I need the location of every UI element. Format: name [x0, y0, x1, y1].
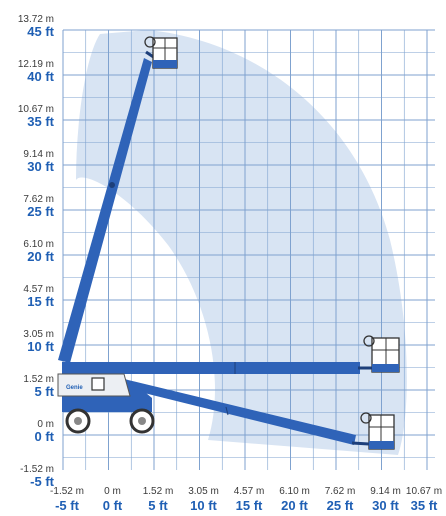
x-tick-label-feet: 5 ft: [148, 498, 168, 513]
y-tick-label-meters: 12.19 m: [18, 59, 54, 70]
y-tick-label-feet: 30 ft: [27, 159, 54, 174]
machine-brand-label: Genie: [66, 385, 83, 391]
x-tick-label-feet: 20 ft: [281, 498, 308, 513]
boom-raised: [58, 36, 178, 363]
machine-window: [91, 377, 105, 391]
y-tick-label-meters: 7.62 m: [23, 194, 54, 205]
x-tick-label-feet: 10 ft: [190, 498, 217, 513]
platform-basket-horizontal: [358, 335, 400, 373]
y-tick-label-meters: 13.72 m: [18, 14, 54, 25]
x-tick-label-feet: 35 ft: [411, 498, 438, 513]
x-tick-label-meters: 7.62 m: [325, 486, 356, 497]
y-tick-label-meters: 4.57 m: [23, 284, 54, 295]
x-tick-label-feet: 0 ft: [103, 498, 123, 513]
x-tick-label-feet: -5 ft: [55, 498, 80, 513]
y-axis-labels: 13.72 m45 ft 12.19 m40 ft 10.67 m35 ft 9.14…: [18, 14, 55, 489]
x-tick-label-meters: 3.05 m: [188, 486, 219, 497]
x-tick-label-meters: 0 m: [104, 486, 121, 497]
boom-lowered: [120, 378, 395, 450]
y-tick-label-meters: 10.67 m: [18, 104, 54, 115]
y-tick-label-feet: 10 ft: [27, 339, 54, 354]
x-tick-label-meters: 10.67 m: [406, 486, 442, 497]
y-tick-label-meters: 9.14 m: [23, 149, 54, 160]
y-tick-label-meters: 0 m: [37, 419, 54, 430]
y-tick-label-meters: 1.52 m: [23, 374, 54, 385]
y-tick-label-meters: 3.05 m: [23, 329, 54, 340]
x-tick-label-feet: 30 ft: [372, 498, 399, 513]
wheel-front: [65, 408, 91, 434]
platform-basket-lowered: [351, 412, 395, 450]
working-envelope-area: [76, 30, 407, 455]
x-tick-label-meters: 6.10 m: [279, 486, 310, 497]
x-tick-label-meters: -1.52 m: [50, 486, 84, 497]
boom-horizontal: [62, 335, 400, 374]
y-tick-label-feet: 45 ft: [27, 24, 54, 39]
x-tick-label-feet: 25 ft: [327, 498, 354, 513]
y-tick-label-feet: -5 ft: [30, 474, 55, 489]
x-tick-label-meters: 9.14 m: [370, 486, 401, 497]
boom-horizontal-arm: [62, 362, 360, 374]
y-tick-label-feet: 5 ft: [35, 384, 55, 399]
boom-raised-arm: [58, 58, 152, 363]
y-tick-label-feet: 25 ft: [27, 204, 54, 219]
boom-lowered-arm: [120, 378, 356, 445]
x-tick-label-meters: 4.57 m: [234, 486, 265, 497]
wheel-rear: [129, 408, 155, 434]
x-tick-label-feet: 15 ft: [236, 498, 263, 513]
y-tick-label-feet: 15 ft: [27, 294, 54, 309]
x-axis-labels: -1.52 m-5 ft 0 m0 ft 1.52 m5 ft 3.05 m10 ft…: [50, 486, 442, 513]
y-tick-label-feet: 40 ft: [27, 69, 54, 84]
platform-basket-raised: [144, 36, 178, 69]
y-tick-label-feet: 0 ft: [35, 429, 55, 444]
y-tick-label-feet: 35 ft: [27, 114, 54, 129]
y-tick-label-meters: -1.52 m: [20, 464, 54, 475]
y-tick-label-meters: 6.10 m: [23, 239, 54, 250]
y-tick-label-feet: 20 ft: [27, 249, 54, 264]
x-tick-label-meters: 1.52 m: [143, 486, 174, 497]
machine-base: Genie: [57, 373, 155, 434]
